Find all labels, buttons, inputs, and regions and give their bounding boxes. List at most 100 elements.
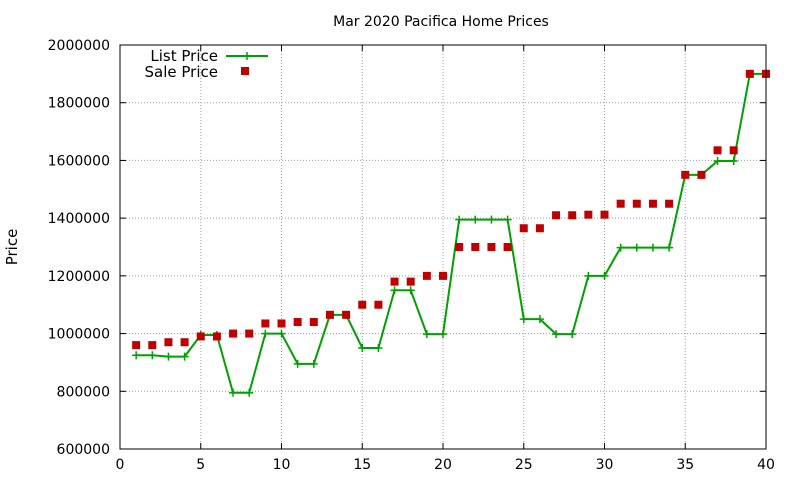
sale-price-point: [729, 146, 738, 155]
sale-price-point: [600, 210, 609, 219]
sale-price-point: [552, 211, 561, 220]
list-price-point: [616, 243, 625, 252]
sale-price-point: [584, 210, 593, 219]
sale-price-point: [632, 199, 641, 208]
list-price-point: [245, 388, 254, 397]
sale-price-point: [245, 329, 254, 338]
sale-price-point: [325, 310, 334, 319]
sale-price-point: [390, 277, 399, 286]
x-tick-label: 35: [676, 457, 694, 473]
sale-price-point: [148, 341, 157, 350]
list-price-point: [309, 359, 318, 368]
y-tick-label: 1400000: [48, 211, 110, 227]
sale-price-point: [164, 338, 173, 347]
sale-price-point: [503, 243, 512, 251]
legend: List Price Sale Price: [145, 47, 268, 81]
list-price-point: [406, 286, 415, 295]
sale-price-point: [229, 329, 238, 338]
sale-price-point: [132, 341, 141, 350]
sale-price-point: [212, 332, 221, 341]
list-price-point: [422, 330, 431, 339]
sale-price-point: [342, 310, 351, 319]
sale-price-point: [358, 300, 367, 309]
x-tick-label: 15: [353, 457, 371, 473]
y-tick-label: 2000000: [48, 38, 110, 54]
sale-price-point: [681, 170, 690, 179]
list-price-line: [136, 72, 766, 394]
list-price-point: [519, 315, 528, 324]
list-price-point: [503, 215, 512, 224]
list-price-point: [439, 330, 447, 339]
list-price-point: [148, 351, 157, 360]
list-price-point: [632, 243, 641, 252]
legend-label-list-price: List Price: [150, 47, 218, 65]
list-price-point: [584, 271, 593, 280]
y-axis-label: Price: [3, 229, 21, 266]
x-tick-label: 30: [596, 457, 614, 473]
x-tick-label: 25: [515, 457, 533, 473]
list-price-point: [164, 352, 173, 361]
list-price-point: [358, 344, 367, 352]
ticks: 0 5 10 15 20 25 30 35 40 600000 800000 1000000 12000…: [48, 38, 775, 473]
sale-price-point: [713, 146, 722, 155]
sale-price-point: [277, 319, 286, 328]
x-tick-label: 5: [196, 457, 205, 473]
list-price-point: [277, 329, 286, 338]
sale-price-point: [745, 69, 754, 78]
sale-price-point: [196, 332, 205, 341]
list-price-point: [665, 243, 674, 252]
list-price-point: [600, 271, 609, 280]
y-tick-label: 800000: [57, 384, 110, 400]
legend-marker-list-price: [243, 52, 251, 60]
sale-price-point: [406, 277, 415, 286]
grid: [120, 45, 766, 449]
sale-price-point: [648, 199, 657, 208]
sale-price-point: [293, 318, 302, 327]
list-price-point: [535, 315, 544, 324]
series: [132, 69, 770, 397]
sale-price-point: [309, 318, 318, 327]
list-price-point: [180, 352, 189, 361]
list-price-point: [390, 286, 399, 295]
sale-price-point: [535, 224, 544, 233]
y-tick-label: 1800000: [48, 96, 110, 112]
sale-price-point: [697, 170, 706, 179]
list-price-point: [552, 330, 561, 339]
sale-price-point: [261, 319, 270, 328]
x-tick-label: 20: [434, 457, 452, 473]
legend-marker-sale-price: [241, 67, 249, 75]
sale-price-point: [487, 243, 496, 251]
list-price-point: [374, 344, 383, 352]
sale-price-point: [519, 224, 528, 233]
sale-price-point: [471, 243, 480, 251]
legend-label-sale-price: Sale Price: [145, 63, 218, 81]
list-price-point: [648, 243, 657, 252]
list-price-point: [729, 157, 738, 166]
x-tick-label: 40: [757, 457, 775, 473]
list-price-point: [455, 215, 464, 224]
list-price-point: [471, 215, 480, 224]
x-tick-label: 0: [116, 457, 125, 473]
list-price-point: [132, 351, 141, 360]
x-tick-label: 10: [273, 457, 291, 473]
sale-price-point: [568, 211, 577, 220]
list-price-point: [487, 215, 496, 224]
sale-price-point: [374, 300, 383, 309]
list-price-point: [568, 330, 577, 339]
sale-price-point: [422, 271, 431, 280]
sale-price-point: [439, 271, 447, 280]
chart-title: Mar 2020 Pacifica Home Prices: [333, 14, 549, 30]
sale-price-point: [616, 199, 625, 208]
sale-price-point: [665, 199, 674, 208]
list-price-point: [713, 157, 722, 166]
plot-frame: [119, 44, 767, 450]
list-price-point: [229, 388, 238, 397]
list-price-point: [293, 359, 302, 368]
y-tick-label: 1200000: [48, 269, 110, 285]
y-tick-label: 600000: [57, 442, 110, 458]
list-price-point: [261, 329, 270, 338]
y-tick-label: 1000000: [48, 327, 110, 343]
sale-price-point: [455, 243, 464, 251]
sale-price-point: [180, 338, 189, 347]
